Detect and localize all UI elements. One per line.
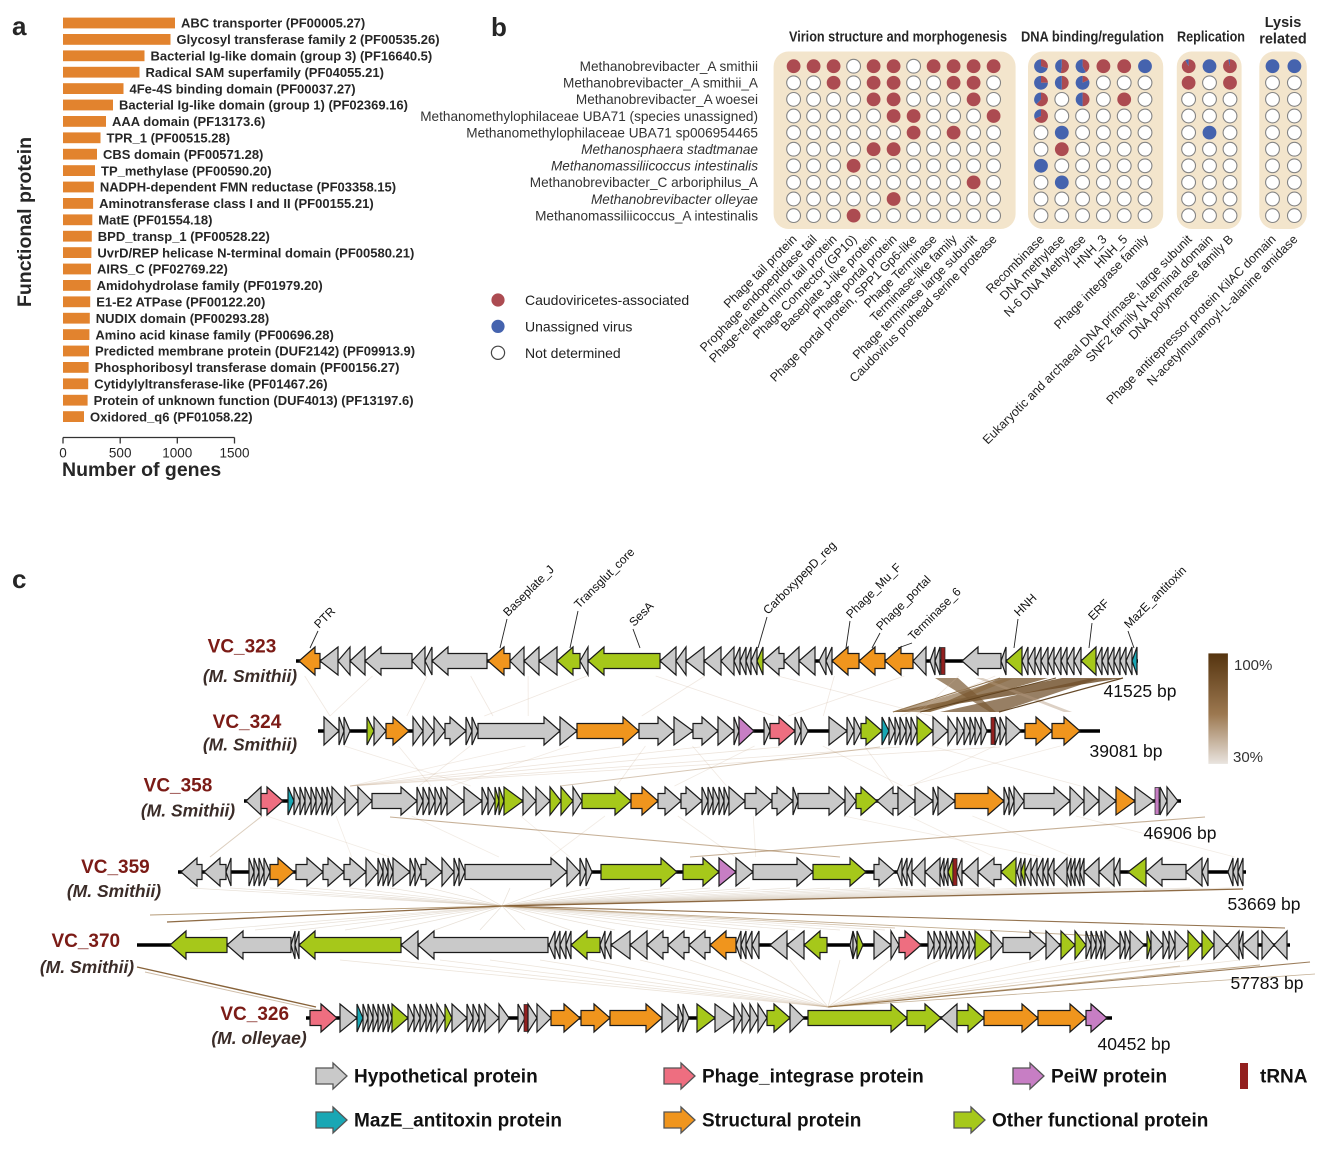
svg-text:Functional protein: Functional protein xyxy=(14,137,36,307)
svg-text:100%: 100% xyxy=(1234,657,1272,674)
svg-text:Structural protein: Structural protein xyxy=(702,1111,861,1132)
svg-text:NADPH-dependent FMN reductase: NADPH-dependent FMN reductase (PF03358.1… xyxy=(100,180,396,195)
svg-text:Predicted membrane protein (DU: Predicted membrane protein (DUF2142) (PF… xyxy=(95,344,415,359)
svg-text:(M. Smithii): (M. Smithii) xyxy=(141,800,235,820)
svg-text:VC_370: VC_370 xyxy=(51,931,120,952)
svg-text:AAA domain (PF13173.6): AAA domain (PF13173.6) xyxy=(112,114,265,129)
svg-text:BPD_transp_1 (PF00528.22): BPD_transp_1 (PF00528.22) xyxy=(98,229,270,244)
svg-text:Methanomassiliicoccus_A intest: Methanomassiliicoccus_A intestinalis xyxy=(535,208,758,223)
svg-text:DNA binding/regulation: DNA binding/regulation xyxy=(1021,30,1164,46)
svg-text:Unassigned virus: Unassigned virus xyxy=(525,318,632,334)
svg-text:Caudoviricetes-associated: Caudoviricetes-associated xyxy=(525,292,689,308)
svg-text:VC_358: VC_358 xyxy=(144,776,213,797)
svg-text:TPR_1 (PF00515.28): TPR_1 (PF00515.28) xyxy=(107,131,231,146)
svg-text:Methanobrevibacter olleyae: Methanobrevibacter olleyae xyxy=(591,192,758,207)
svg-text:Methanomassiliicoccus intestin: Methanomassiliicoccus intestinalis xyxy=(551,159,758,174)
svg-text:ABC transporter (PF00005.27): ABC transporter (PF00005.27) xyxy=(181,16,365,31)
svg-text:30%: 30% xyxy=(1233,749,1263,766)
svg-text:Aminotransferase class I and I: Aminotransferase class I and II (PF00155… xyxy=(99,196,374,211)
svg-text:Methanobrevibacter_A smithii: Methanobrevibacter_A smithii xyxy=(580,59,758,74)
svg-text:Bacterial Ig-like domain (grou: Bacterial Ig-like domain (group 3) (PF16… xyxy=(151,49,433,64)
svg-text:1500: 1500 xyxy=(219,446,249,461)
svg-text:Phosphoribosyl transferase dom: Phosphoribosyl transferase domain (PF001… xyxy=(95,360,400,375)
svg-text:Not determined: Not determined xyxy=(525,345,621,361)
svg-text:b: b xyxy=(491,12,507,42)
svg-text:MazE_antitoxin protein: MazE_antitoxin protein xyxy=(354,1111,562,1132)
svg-text:related: related xyxy=(1259,32,1307,48)
svg-text:NUDIX domain (PF00293.28): NUDIX domain (PF00293.28) xyxy=(96,311,269,326)
svg-text:Methanobrevibacter_C arboriphi: Methanobrevibacter_C arboriphilus_A xyxy=(530,175,759,190)
svg-text:a: a xyxy=(12,11,27,41)
svg-text:Glycosyl transferase family 2: Glycosyl transferase family 2 (PF00535.2… xyxy=(177,32,440,47)
svg-text:UvrD/REP helicase N-terminal d: UvrD/REP helicase N-terminal domain (PF0… xyxy=(97,245,414,260)
svg-text:AIRS_C (PF02769.22): AIRS_C (PF02769.22) xyxy=(97,262,228,277)
svg-text:40452 bp: 40452 bp xyxy=(1098,1034,1171,1054)
svg-text:39081 bp: 39081 bp xyxy=(1090,741,1163,761)
svg-text:Methanobrevibacter_A smithii_A: Methanobrevibacter_A smithii_A xyxy=(563,76,759,91)
svg-text:Oxidored_q6 (PF01058.22): Oxidored_q6 (PF01058.22) xyxy=(90,409,253,424)
svg-text:VC_323: VC_323 xyxy=(208,637,277,658)
svg-text:(M. Smithii): (M. Smithii) xyxy=(203,666,297,686)
svg-text:Phage_integrase protein: Phage_integrase protein xyxy=(702,1067,924,1088)
svg-text:Replication: Replication xyxy=(1177,30,1245,46)
svg-text:Methanosphaera stadtmanae: Methanosphaera stadtmanae xyxy=(581,142,758,157)
svg-text:Bacterial Ig-like domain (grou: Bacterial Ig-like domain (group 1) (PF02… xyxy=(119,98,408,113)
svg-text:4Fe-4S binding domain (PF00037: 4Fe-4S binding domain (PF00037.27) xyxy=(130,81,356,96)
svg-text:PeiW protein: PeiW protein xyxy=(1051,1067,1167,1088)
svg-text:Methanomethylophilaceae UBA71: Methanomethylophilaceae UBA71 (species u… xyxy=(420,109,758,124)
svg-text:Cytidylyltransferase-like (PF0: Cytidylyltransferase-like (PF01467.26) xyxy=(94,377,327,392)
svg-text:Methanobrevibacter_A woesei: Methanobrevibacter_A woesei xyxy=(576,92,758,107)
svg-text:Number of genes: Number of genes xyxy=(62,459,221,481)
svg-text:Amidohydrolase family (PF01979: Amidohydrolase family (PF01979.20) xyxy=(97,278,323,293)
svg-text:(M. Smithii): (M. Smithii) xyxy=(67,881,161,901)
svg-text:(M. olleyae): (M. olleyae) xyxy=(211,1028,306,1048)
svg-text:(M. Smithii): (M. Smithii) xyxy=(40,957,134,977)
svg-text:tRNA: tRNA xyxy=(1260,1067,1308,1088)
svg-text:53669 bp: 53669 bp xyxy=(1228,894,1301,914)
svg-text:VC_326: VC_326 xyxy=(220,1004,289,1025)
svg-text:Other functional protein: Other functional protein xyxy=(992,1111,1208,1132)
svg-text:Methanomethylophilaceae UBA71: Methanomethylophilaceae UBA71 sp00695446… xyxy=(466,125,758,140)
svg-text:41525 bp: 41525 bp xyxy=(1104,681,1177,701)
svg-text:CBS domain (PF00571.28): CBS domain (PF00571.28) xyxy=(103,147,263,162)
svg-text:57783 bp: 57783 bp xyxy=(1231,973,1304,993)
svg-text:Hypothetical protein: Hypothetical protein xyxy=(354,1067,538,1088)
svg-text:VC_324: VC_324 xyxy=(213,712,282,733)
svg-text:c: c xyxy=(12,564,26,594)
svg-text:46906 bp: 46906 bp xyxy=(1144,823,1217,843)
svg-text:MatE (PF01554.18): MatE (PF01554.18) xyxy=(98,213,212,228)
svg-text:E1-E2 ATPase (PF00122.20): E1-E2 ATPase (PF00122.20) xyxy=(96,295,265,310)
svg-text:VC_359: VC_359 xyxy=(81,857,150,878)
svg-text:TP_methylase (PF00590.20): TP_methylase (PF00590.20) xyxy=(101,163,272,178)
svg-text:Lysis: Lysis xyxy=(1265,15,1302,31)
svg-text:Radical SAM superfamily (PF040: Radical SAM superfamily (PF04055.21) xyxy=(146,65,384,80)
svg-text:(M. Smithii): (M. Smithii) xyxy=(203,735,297,755)
svg-text:Virion structure and morphogen: Virion structure and morphogenesis xyxy=(789,30,1007,46)
svg-text:Amino acid kinase family (PF00: Amino acid kinase family (PF00696.28) xyxy=(95,327,333,342)
svg-text:Protein of unknown function (D: Protein of unknown function (DUF4013) (P… xyxy=(94,393,414,408)
